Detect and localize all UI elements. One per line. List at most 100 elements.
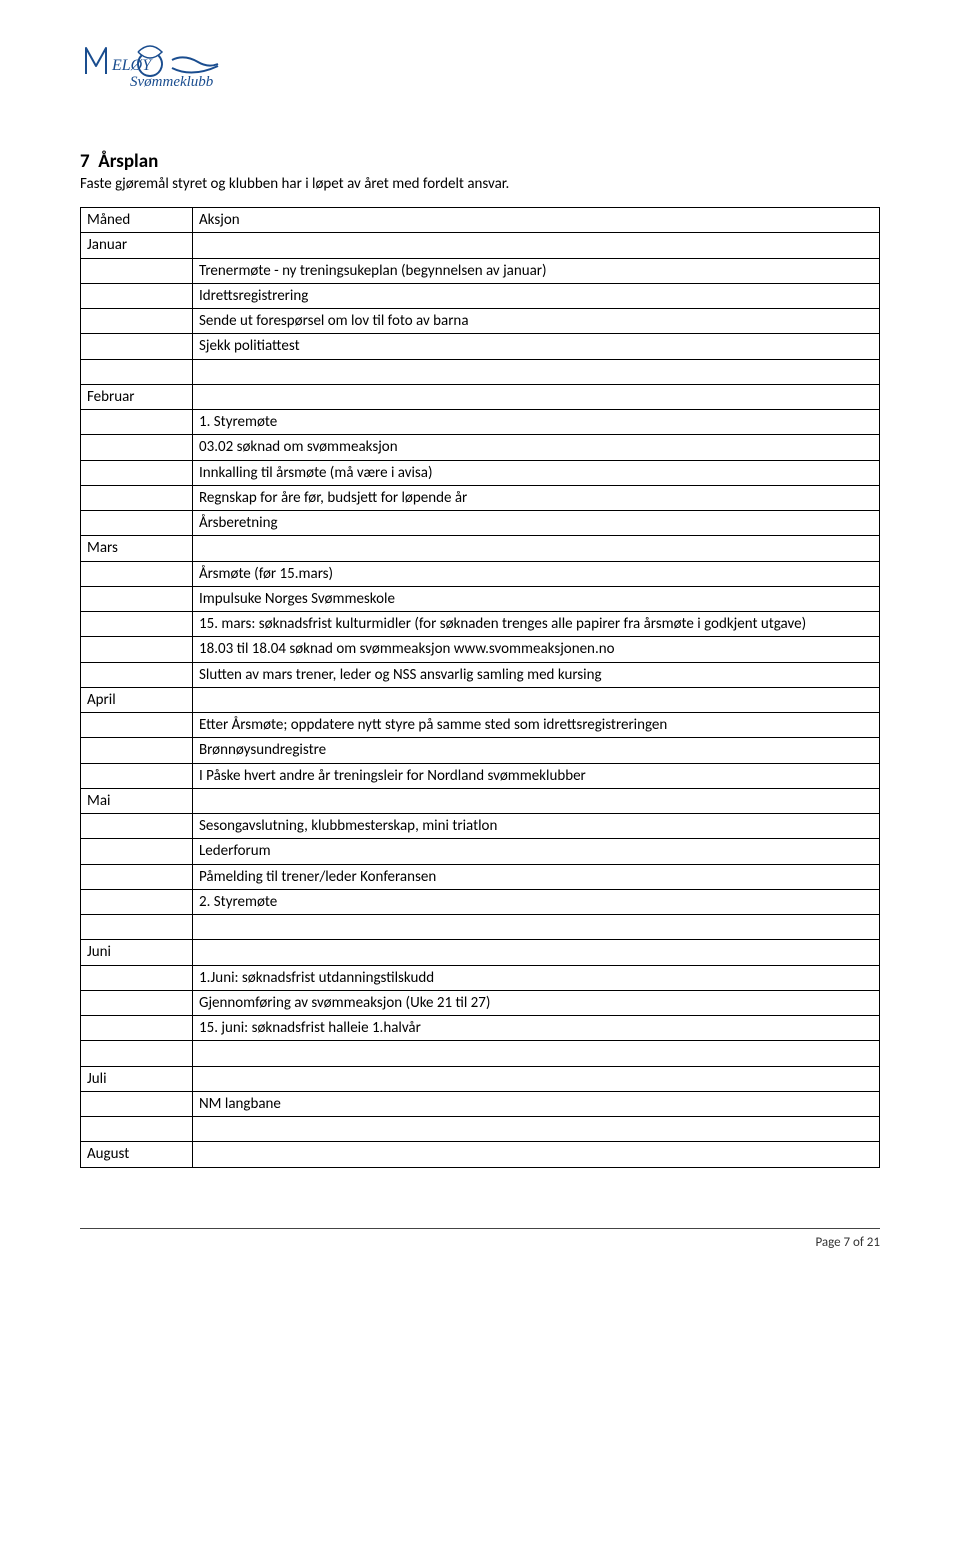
table-cell-month (81, 637, 193, 662)
table-row: Lederforum (81, 839, 880, 864)
table-cell-month (81, 965, 193, 990)
table-cell-month (81, 561, 193, 586)
table-cell-action (193, 1066, 880, 1091)
table-cell-month (81, 359, 193, 384)
table-row: I Påske hvert andre år treningsleir for … (81, 763, 880, 788)
table-row: Juni (81, 940, 880, 965)
table-cell-action (193, 233, 880, 258)
table-row: August (81, 1142, 880, 1167)
table-row: Sende ut forespørsel om lov til foto av … (81, 309, 880, 334)
table-cell-action: Brønnøysundregistre (193, 738, 880, 763)
table-cell-action: 2. Styremøte (193, 889, 880, 914)
table-cell-month (81, 713, 193, 738)
table-cell-action (193, 1117, 880, 1142)
page-number: Page 7 of 21 (815, 1235, 880, 1250)
table-row: Påmelding til trener/leder Konferansen (81, 864, 880, 889)
table-cell-month (81, 283, 193, 308)
table-cell-month (81, 309, 193, 334)
table-cell-action: 1.Juni: søknadsfrist utdanningstilskudd (193, 965, 880, 990)
table-cell-month (81, 485, 193, 510)
table-row: Etter Årsmøte; oppdatere nytt styre på s… (81, 713, 880, 738)
section-heading: 7 Årsplan (80, 150, 880, 173)
table-row: 03.02 søknad om svømmeaksjon (81, 435, 880, 460)
table-cell-action: Lederforum (193, 839, 880, 864)
table-cell-action: Sende ut forespørsel om lov til foto av … (193, 309, 880, 334)
table-cell-month (81, 738, 193, 763)
arsplan-table: MånedAksjonJanuar Trenermøte - ny trenin… (80, 207, 880, 1168)
table-cell-month: Mai (81, 788, 193, 813)
header-logo-area: ELØY Svømmeklubb (80, 30, 880, 100)
table-header-month: Måned (81, 208, 193, 233)
table-cell-action: Impulsuke Norges Svømmeskole (193, 586, 880, 611)
table-cell-month (81, 990, 193, 1015)
table-row: 15. mars: søknadsfrist kulturmidler (for… (81, 612, 880, 637)
table-cell-month: Juli (81, 1066, 193, 1091)
table-cell-month (81, 410, 193, 435)
table-cell-action: Innkalling til årsmøte (må være i avisa) (193, 460, 880, 485)
table-cell-month (81, 460, 193, 485)
table-row: Slutten av mars trener, leder og NSS ans… (81, 662, 880, 687)
table-cell-month (81, 915, 193, 940)
table-row: Idrettsregistrering (81, 283, 880, 308)
table-cell-action: Slutten av mars trener, leder og NSS ans… (193, 662, 880, 687)
table-cell-action: NM langbane (193, 1091, 880, 1116)
table-row: Sjekk politiattest (81, 334, 880, 359)
table-row: Juli (81, 1066, 880, 1091)
table-cell-action: Sjekk politiattest (193, 334, 880, 359)
table-row: 1. Styremøte (81, 410, 880, 435)
table-row: Regnskap for åre før, budsjett for løpen… (81, 485, 880, 510)
table-cell-action: Årsberetning (193, 511, 880, 536)
table-cell-action: Idrettsregistrering (193, 283, 880, 308)
table-cell-action: Sesongavslutning, klubbmesterskap, mini … (193, 814, 880, 839)
table-cell-action: Trenermøte - ny treningsukeplan (begynne… (193, 258, 880, 283)
table-cell-month (81, 612, 193, 637)
table-cell-month (81, 839, 193, 864)
table-cell-month (81, 662, 193, 687)
table-row: Gjennomføring av svømmeaksjon (Uke 21 ti… (81, 990, 880, 1015)
table-row (81, 915, 880, 940)
table-cell-month: Juni (81, 940, 193, 965)
meloy-svommeklubb-logo: ELØY Svømmeklubb (80, 30, 230, 92)
table-row: 2. Styremøte (81, 889, 880, 914)
table-cell-month (81, 1041, 193, 1066)
table-cell-month (81, 814, 193, 839)
svg-text:Svømmeklubb: Svømmeklubb (130, 74, 214, 90)
section-title-text: Årsplan (98, 150, 158, 173)
table-row: Mars (81, 536, 880, 561)
table-cell-action: Årsmøte (før 15.mars) (193, 561, 880, 586)
table-row (81, 1117, 880, 1142)
table-row: Årsberetning (81, 511, 880, 536)
table-cell-action (193, 915, 880, 940)
table-cell-month (81, 258, 193, 283)
table-cell-action: 15. mars: søknadsfrist kulturmidler (for… (193, 612, 880, 637)
table-cell-action (193, 687, 880, 712)
table-cell-action: Etter Årsmøte; oppdatere nytt styre på s… (193, 713, 880, 738)
table-row: 1.Juni: søknadsfrist utdanningstilskudd (81, 965, 880, 990)
table-cell-action: 1. Styremøte (193, 410, 880, 435)
table-cell-month: August (81, 1142, 193, 1167)
table-cell-action (193, 788, 880, 813)
page-footer: Page 7 of 21 (80, 1228, 880, 1250)
table-row: Årsmøte (før 15.mars) (81, 561, 880, 586)
table-cell-action: 15. juni: søknadsfrist halleie 1.halvår (193, 1016, 880, 1041)
table-cell-action: Gjennomføring av svømmeaksjon (Uke 21 ti… (193, 990, 880, 1015)
table-cell-action: Regnskap for åre før, budsjett for løpen… (193, 485, 880, 510)
table-cell-month (81, 334, 193, 359)
table-row: 18.03 til 18.04 søknad om svømmeaksjon w… (81, 637, 880, 662)
table-row: Sesongavslutning, klubbmesterskap, mini … (81, 814, 880, 839)
table-row: Trenermøte - ny treningsukeplan (begynne… (81, 258, 880, 283)
table-row: Mai (81, 788, 880, 813)
table-header-action: Aksjon (193, 208, 880, 233)
table-cell-month (81, 1117, 193, 1142)
table-cell-action: I Påske hvert andre år treningsleir for … (193, 763, 880, 788)
section-number: 7 (80, 150, 90, 173)
table-cell-month: Mars (81, 536, 193, 561)
table-cell-month (81, 586, 193, 611)
section-intro: Faste gjøremål styret og klubben har i l… (80, 175, 880, 193)
table-cell-action (193, 359, 880, 384)
table-cell-action (193, 1041, 880, 1066)
table-row: Brønnøysundregistre (81, 738, 880, 763)
table-cell-month (81, 1016, 193, 1041)
table-cell-month: Februar (81, 384, 193, 409)
table-cell-action: 03.02 søknad om svømmeaksjon (193, 435, 880, 460)
